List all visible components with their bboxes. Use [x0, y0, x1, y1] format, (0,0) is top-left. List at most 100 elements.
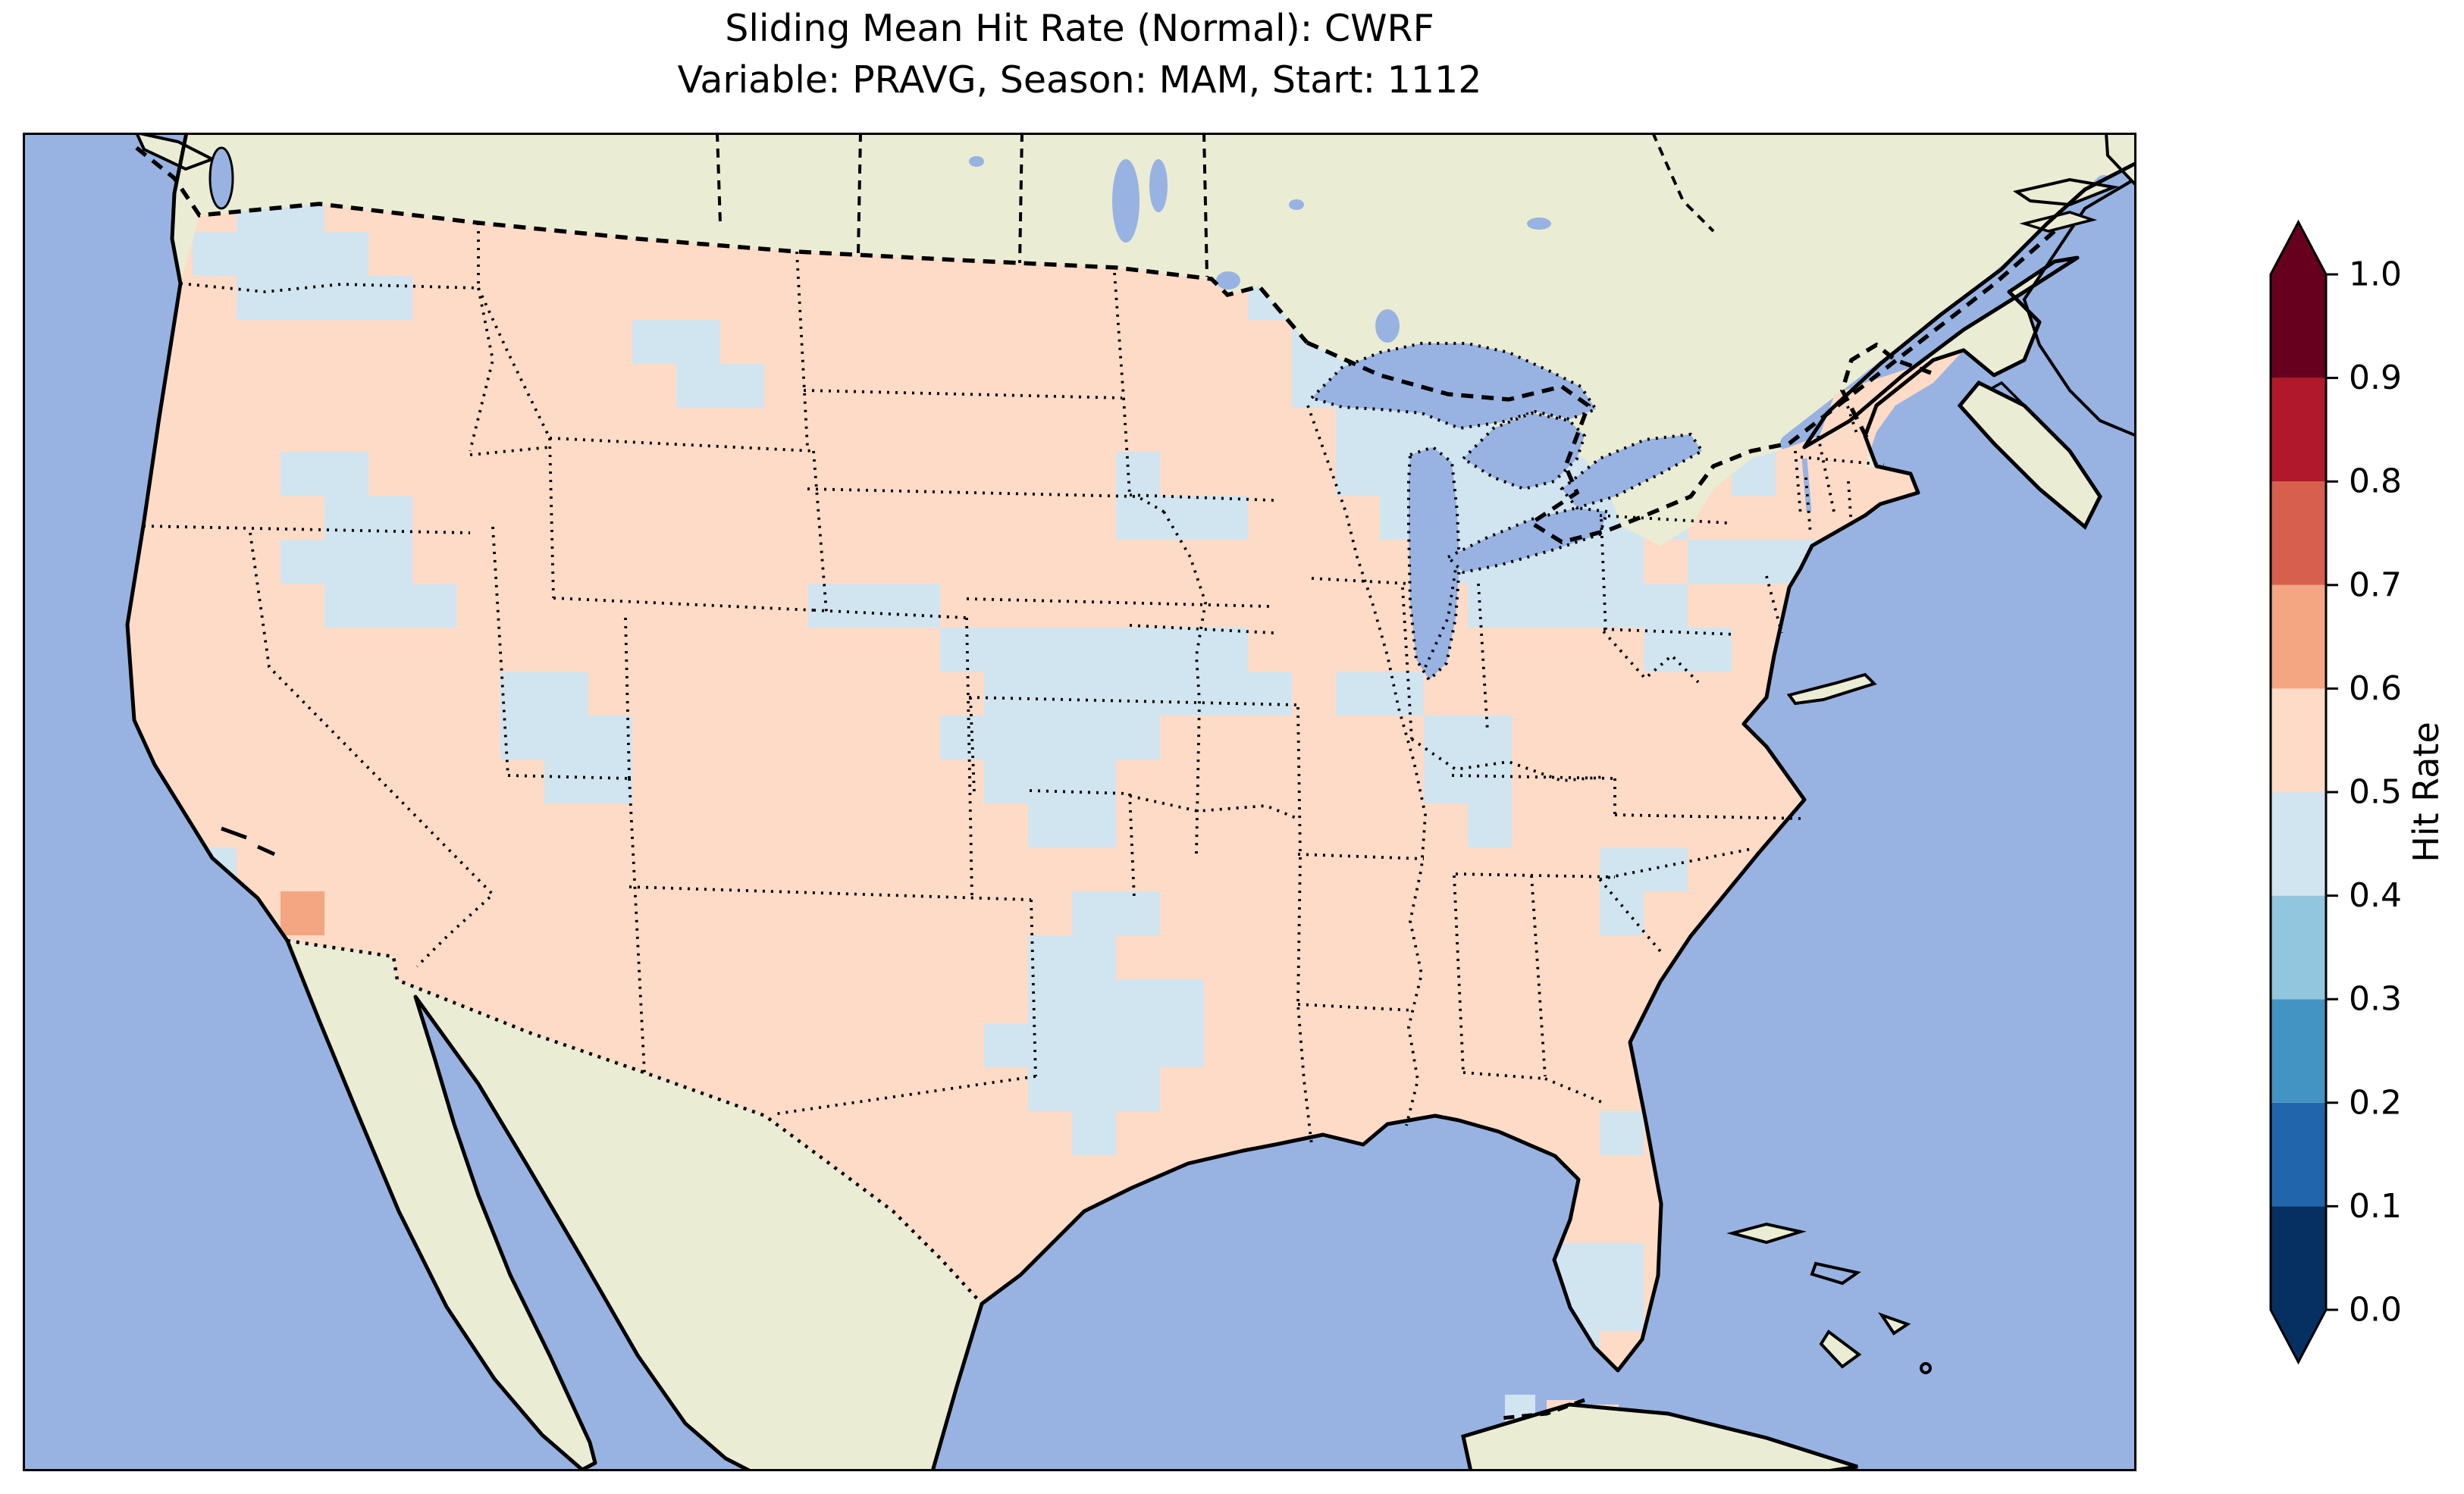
colorbar-bin: [2271, 584, 2326, 689]
grid-cell: [1336, 408, 1381, 453]
grid-cell: [676, 452, 721, 496]
grid-cell: [808, 935, 853, 980]
grid-cell: [1072, 364, 1117, 409]
grid-cell: [1644, 628, 1688, 672]
grid-cell: [676, 496, 721, 540]
grid-cell: [1028, 935, 1073, 980]
grid-cell: [1116, 628, 1161, 672]
grid-cell: [632, 452, 677, 496]
grid-cell: [1424, 760, 1469, 804]
grid-cell: [984, 320, 1029, 365]
grid-cell: [456, 408, 501, 453]
grid-cell: [1248, 1023, 1293, 1068]
grid-cell: [1028, 979, 1073, 1024]
canadian-lake: [1112, 159, 1140, 243]
grid-cell: [1292, 1067, 1337, 1112]
grid-cell: [1072, 496, 1117, 540]
grid-cell: [984, 364, 1029, 409]
grid-cell: [676, 320, 721, 365]
grid-cell: [193, 452, 237, 496]
grid-cell: [808, 1111, 853, 1156]
grid-cell: [1600, 935, 1644, 980]
grid-cell: [1380, 1023, 1425, 1068]
grid-cell: [676, 672, 721, 716]
grid-cell: [237, 803, 281, 848]
grid-cell: [940, 408, 985, 453]
grid-cell: [588, 320, 633, 365]
grid-cell: [632, 847, 677, 892]
grid-cell: [940, 1155, 985, 1200]
state-border: [1424, 568, 1457, 668]
grid-cell: [1072, 1067, 1117, 1112]
grid-cell: [149, 672, 193, 716]
grid-cell: [412, 891, 457, 936]
grid-cell: [896, 540, 941, 584]
grid-cell: [720, 760, 765, 804]
grid-cell: [808, 847, 853, 892]
grid-cell: [1600, 979, 1644, 1024]
colorbar-tick-label: 0.4: [2349, 876, 2402, 915]
grid-cell: [1248, 891, 1293, 936]
grid-cell: [1160, 847, 1205, 892]
grid-cell: [808, 979, 853, 1024]
lake-erie: [1445, 506, 1610, 575]
grid-cell: [456, 760, 501, 804]
grid-cell: [1336, 1023, 1381, 1068]
grid-cell: [1204, 979, 1249, 1024]
grid-cell: [237, 276, 281, 321]
grid-cell: [500, 891, 545, 936]
grid-cell: [632, 672, 677, 716]
grid-cell: [1600, 672, 1644, 716]
grid-cell: [764, 803, 809, 848]
grid-cell: [896, 716, 941, 760]
grid-cell: [1380, 803, 1425, 848]
grid-cell: [808, 496, 853, 540]
grid-cell: [500, 760, 545, 804]
grid-cell: [808, 803, 853, 848]
grid-cell: [676, 276, 721, 321]
state-border: [1603, 628, 1737, 636]
grid-cell: [1556, 979, 1600, 1024]
grid-cell: [1204, 672, 1249, 716]
grid-cell: [500, 847, 545, 892]
grid-cell: [1556, 891, 1600, 936]
grid-cell: [500, 803, 545, 848]
grid-cell: [324, 803, 369, 848]
grid-cell: [896, 672, 941, 716]
grid-cell: [544, 716, 589, 760]
grid-cell: [896, 935, 941, 980]
grid-cell: [412, 232, 457, 277]
grid-cell: [808, 320, 853, 365]
grid-cell: [456, 540, 501, 584]
colorbar-axis-label: Hit Rate: [2406, 722, 2447, 863]
grid-cell: [940, 496, 985, 540]
grid-cell: [193, 672, 237, 716]
grid-cell: [237, 496, 281, 540]
grid-cell: [412, 320, 457, 365]
grid-cell: [764, 847, 809, 892]
colorbar-tick-label: 0.5: [2349, 773, 2402, 812]
grid-cell: [544, 540, 589, 584]
grid-cell: [896, 891, 941, 936]
grid-cell: [1556, 1243, 1600, 1288]
grid-cell: [1468, 935, 1513, 980]
grid-cell: [1116, 847, 1161, 892]
grid-cell: [1512, 716, 1556, 760]
grid-cell: [368, 628, 413, 672]
grid-cell: [1468, 847, 1513, 892]
grid-cell: [1336, 716, 1381, 760]
grid-cell: [324, 408, 369, 453]
grid-cell: [324, 628, 369, 672]
grid-cell: [676, 803, 721, 848]
grid-cell: [1336, 803, 1381, 848]
grid-cell: [1336, 891, 1381, 936]
grid-cell: [149, 584, 193, 628]
grid-cell: [281, 540, 325, 584]
state-border: [1600, 518, 1607, 632]
grid-cell: [896, 1067, 941, 1112]
lake-superior: [1309, 342, 1599, 431]
grid-cell: [1688, 628, 1732, 672]
grid-cell: [1072, 891, 1117, 936]
grid-cell: [632, 979, 677, 1024]
